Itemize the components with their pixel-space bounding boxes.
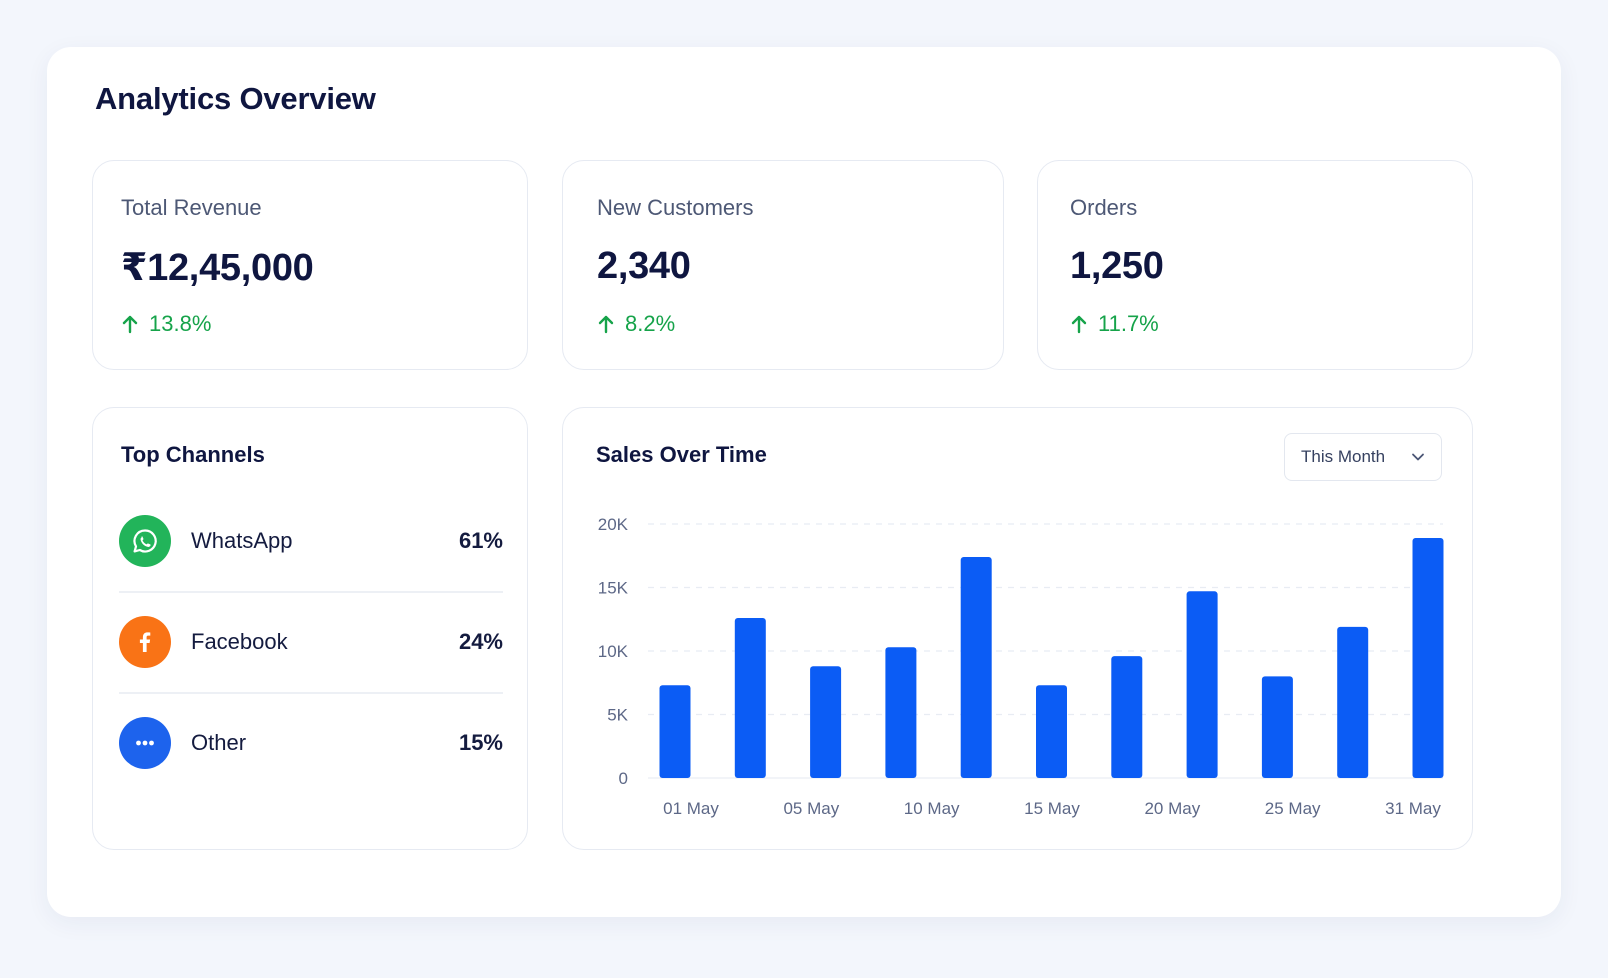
arrow-up-icon [1071, 315, 1087, 334]
bar-31-may[interactable] [1412, 537, 1444, 778]
x-tick-label: 15 May [1024, 799, 1080, 818]
bar-07-may[interactable] [810, 666, 842, 778]
bar-20-may[interactable] [1186, 591, 1218, 778]
arrow-up-icon [122, 315, 138, 334]
bar-01-may[interactable] [659, 685, 691, 778]
channel-name: WhatsApp [191, 528, 293, 553]
x-tick-label: 20 May [1144, 799, 1200, 818]
bar-13-may[interactable] [960, 557, 992, 778]
bar-23-may[interactable] [1261, 676, 1293, 778]
y-tick-label: 20K [598, 515, 629, 534]
channel-item-facebook[interactable]: Facebook 24% [119, 612, 503, 672]
bar-10-may[interactable] [885, 647, 917, 778]
chevron-down-icon [1412, 453, 1424, 461]
stat-value: 1,250 [1070, 245, 1164, 287]
channel-name: Facebook [191, 629, 288, 654]
stat-delta-value: 11.7% [1098, 311, 1159, 336]
stat-delta: 11.7% [1070, 311, 1159, 337]
channel-item-other[interactable]: Other 15% [119, 713, 503, 773]
channel-percent: 24% [458, 629, 503, 654]
stat-label: New Customers [597, 195, 754, 220]
x-tick-label: 25 May [1265, 799, 1321, 818]
sales-title: Sales Over Time [596, 442, 767, 467]
stat-value: 2,340 [597, 245, 691, 287]
facebook-icon [119, 616, 171, 668]
sales-chart: 0 5K 10K 15K 20K 01 May 05 May 10 May 15 May 20 M… [598, 515, 1444, 818]
stat-delta-value: 8.2% [625, 311, 676, 336]
stat-card-orders: Orders 1,250 11.7% [1037, 160, 1473, 370]
stat-delta: 8.2% [597, 311, 675, 337]
y-tick-label: 10K [598, 642, 629, 661]
bar-25-may[interactable] [1337, 626, 1369, 778]
analytics-panel: Analytics Overview Total Revenue ₹12,45,… [47, 47, 1561, 917]
x-tick-label: 01 May [663, 799, 719, 818]
bar-18-may[interactable] [1111, 656, 1143, 778]
range-dropdown[interactable]: This Month [1284, 433, 1442, 481]
bar-15-may[interactable] [1036, 685, 1067, 778]
y-tick-label: 5K [607, 706, 628, 725]
x-tick-label: 31 May [1385, 799, 1441, 818]
x-tick-label: 05 May [783, 799, 839, 818]
stat-label: Total Revenue [121, 195, 262, 220]
stat-card-new-customers: New Customers 2,340 8.2% [562, 160, 1004, 370]
whatsapp-icon [119, 515, 171, 567]
stat-card-total-revenue: Total Revenue ₹12,45,000 13.8% [92, 160, 528, 370]
top-channels-title: Top Channels [121, 442, 265, 467]
more-icon [119, 717, 171, 769]
channel-item-whatsapp[interactable]: WhatsApp 61% [119, 511, 503, 571]
channel-name: Other [191, 730, 247, 755]
page-title: Analytics Overview [95, 81, 376, 116]
y-tick-label: 0 [619, 769, 628, 788]
stat-value: ₹12,45,000 [121, 247, 314, 289]
arrow-up-icon [598, 315, 614, 334]
x-tick-label: 10 May [904, 799, 960, 818]
stat-delta-value: 13.8% [149, 311, 212, 336]
range-dropdown-label: This Month [1301, 447, 1386, 466]
top-channels-card: Top Channels WhatsApp 61% Facebook 24% [92, 407, 528, 850]
sales-over-time-card: Sales Over Time This Month 0 5K 10K 15K 20K 0… [562, 407, 1473, 850]
divider [119, 591, 503, 593]
channel-percent: 61% [458, 528, 503, 553]
channel-percent: 15% [458, 730, 503, 755]
bar-04-may[interactable] [734, 617, 766, 778]
stat-delta: 13.8% [121, 311, 211, 337]
y-tick-label: 15K [598, 579, 629, 598]
stat-label: Orders [1070, 195, 1138, 220]
divider [119, 692, 503, 694]
